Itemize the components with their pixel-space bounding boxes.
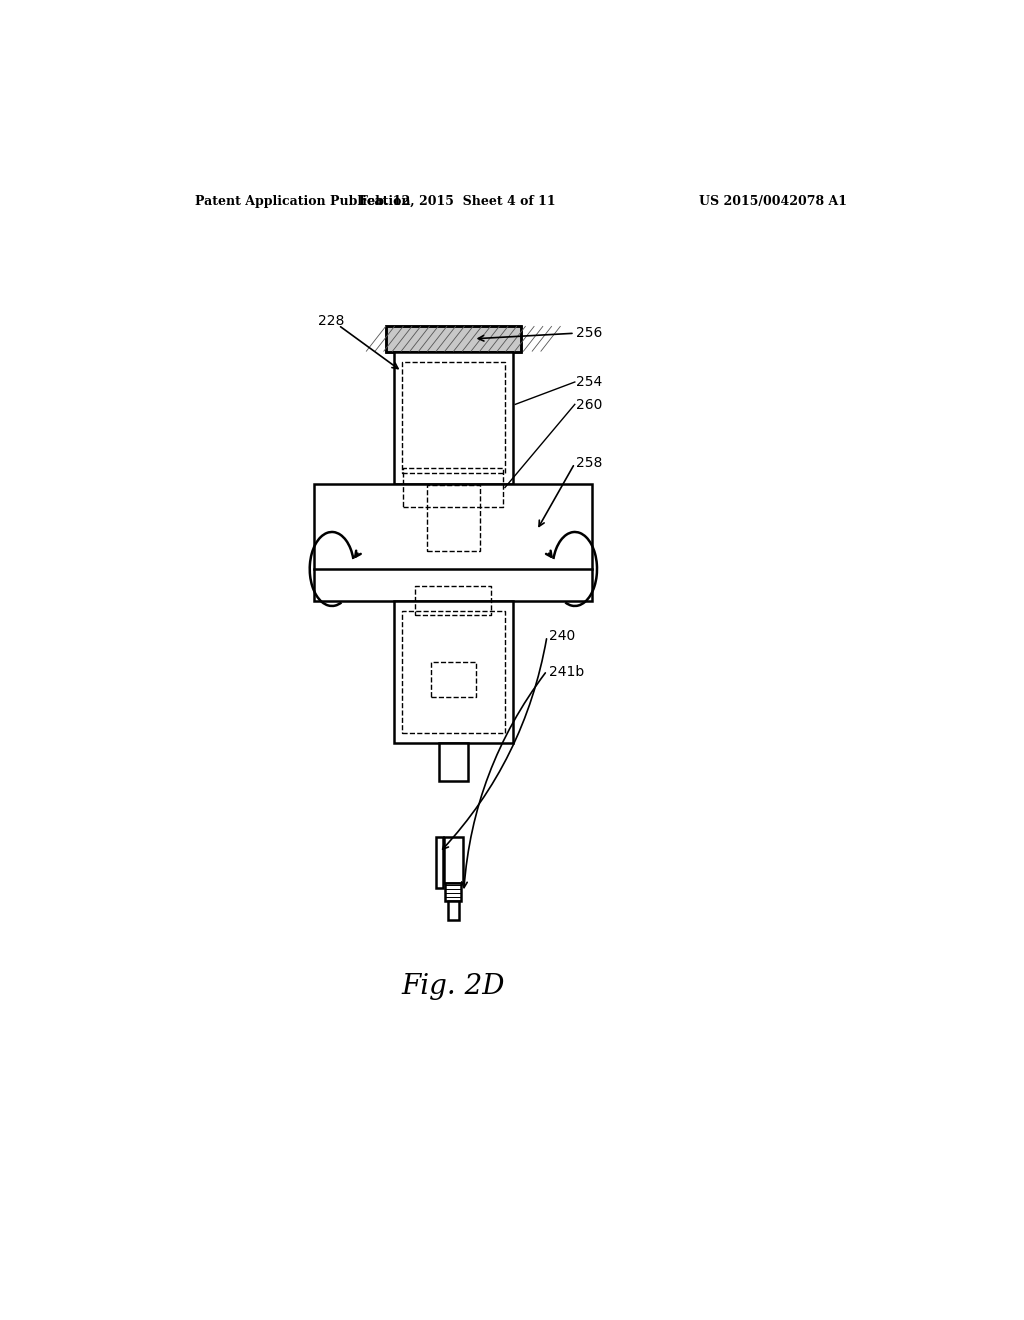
- Text: Feb. 12, 2015  Sheet 4 of 11: Feb. 12, 2015 Sheet 4 of 11: [359, 194, 556, 207]
- Bar: [416, 586, 492, 615]
- Bar: [394, 351, 513, 483]
- Bar: [427, 486, 479, 552]
- Bar: [439, 743, 468, 781]
- Text: 258: 258: [577, 457, 603, 470]
- Text: 254: 254: [577, 375, 603, 389]
- Text: 228: 228: [318, 314, 345, 329]
- Bar: [386, 326, 521, 351]
- Bar: [447, 902, 459, 920]
- Text: 241b: 241b: [549, 665, 584, 678]
- Bar: [431, 661, 475, 697]
- Bar: [436, 837, 443, 888]
- Text: 260: 260: [577, 399, 603, 412]
- Text: 256: 256: [577, 326, 603, 341]
- Text: Patent Application Publication: Patent Application Publication: [196, 194, 411, 207]
- Text: US 2015/0042078 A1: US 2015/0042078 A1: [699, 194, 848, 207]
- Bar: [386, 326, 521, 351]
- Text: 240: 240: [549, 630, 574, 643]
- Text: Fig. 2D: Fig. 2D: [401, 973, 505, 1001]
- Bar: [314, 483, 592, 601]
- Bar: [401, 611, 505, 733]
- Bar: [394, 601, 513, 743]
- Bar: [445, 883, 461, 902]
- Bar: [403, 469, 504, 507]
- Bar: [443, 837, 463, 883]
- Bar: [401, 362, 505, 474]
